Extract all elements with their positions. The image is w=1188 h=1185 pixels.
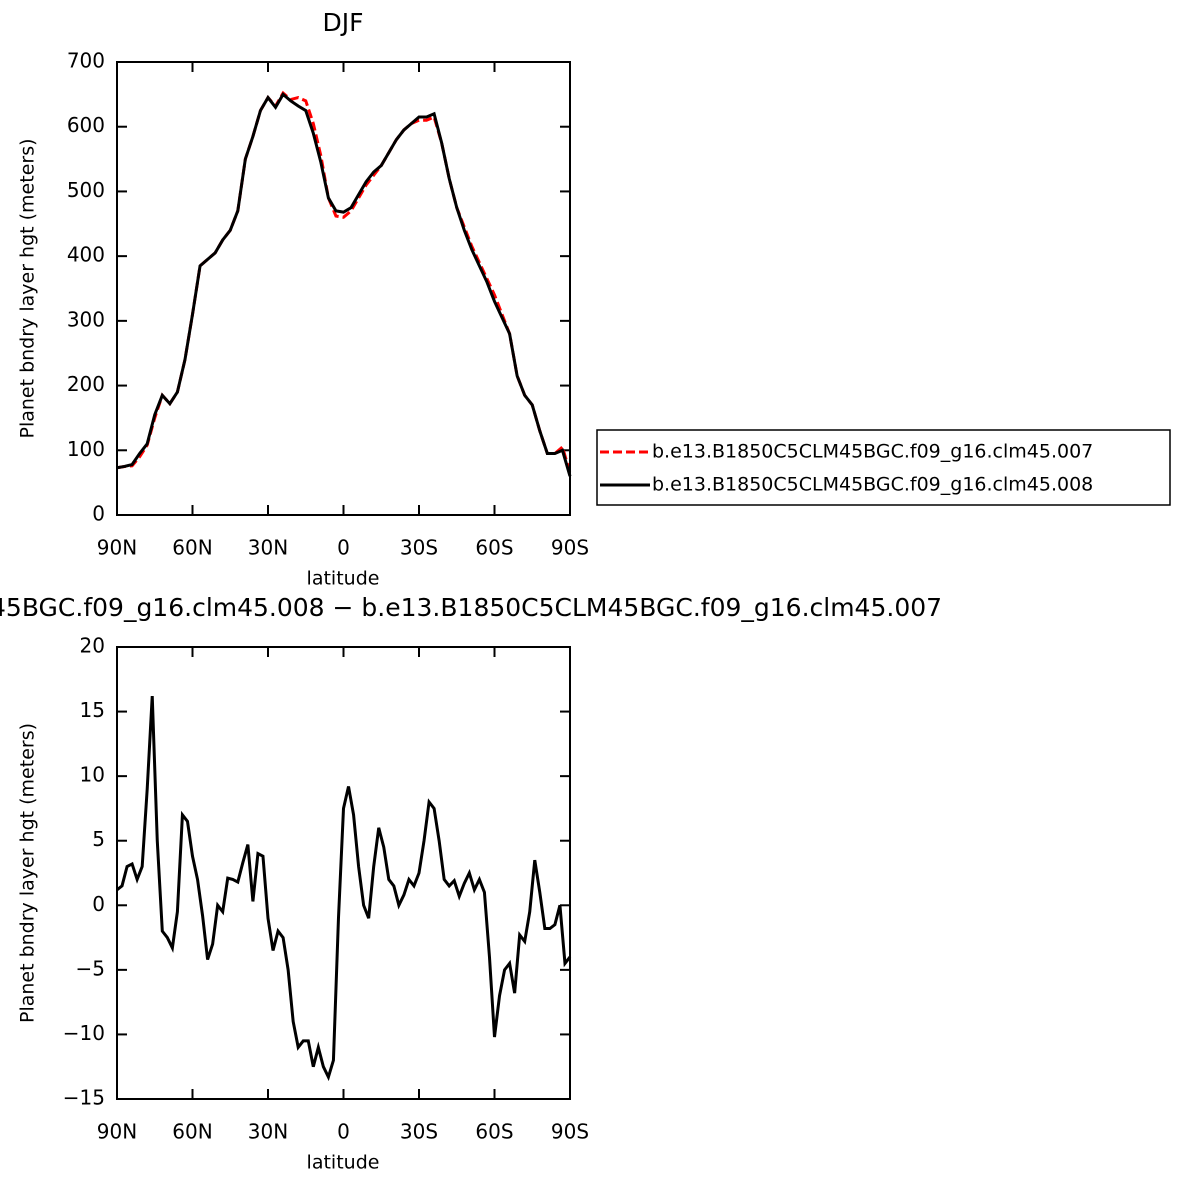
y-axis-label: Planet bndry layer hgt (meters) bbox=[17, 138, 39, 438]
legend-label: b.e13.B1850C5CLM45BGC.f09_g16.clm45.008 bbox=[652, 474, 1093, 496]
chart-title: DJF bbox=[322, 8, 363, 37]
x-tick-label: 0 bbox=[337, 536, 350, 560]
y-tick-label: 600 bbox=[67, 113, 105, 137]
y-tick-label: 5 bbox=[92, 827, 105, 851]
x-tick-label: 60N bbox=[172, 536, 212, 560]
x-tick-label: 90S bbox=[551, 1120, 589, 1144]
series-line bbox=[116, 695, 572, 1082]
x-tick-label: 60S bbox=[475, 536, 513, 560]
y-tick-label: 20 bbox=[80, 634, 105, 658]
x-tick-label: 30S bbox=[400, 1120, 438, 1144]
y-tick-label: 200 bbox=[67, 372, 105, 396]
x-tick-label: 90S bbox=[551, 536, 589, 560]
y-tick-label: 300 bbox=[67, 307, 105, 331]
plot-frame bbox=[116, 646, 571, 1100]
y-tick-label: 0 bbox=[92, 892, 105, 916]
plot-frame bbox=[116, 61, 571, 516]
y-tick-label: 700 bbox=[67, 49, 105, 73]
x-tick-label: 60S bbox=[475, 1120, 513, 1144]
x-tick-label: 60N bbox=[172, 1120, 212, 1144]
y-tick-label: 400 bbox=[67, 243, 105, 267]
x-axis-label: latitude bbox=[307, 1152, 380, 1174]
x-tick-label: 90N bbox=[97, 1120, 137, 1144]
y-tick-label: 100 bbox=[67, 437, 105, 461]
y-tick-label: 10 bbox=[80, 763, 105, 787]
x-axis-label: latitude bbox=[307, 568, 380, 590]
y-axis-label: Planet bndry layer hgt (meters) bbox=[17, 723, 39, 1023]
y-tick-label: −10 bbox=[63, 1021, 105, 1045]
x-tick-label: 30S bbox=[400, 536, 438, 560]
chart-title: b.e13.B1850C5CLM45BGC.f09_g16.clm45.008 … bbox=[0, 593, 942, 622]
y-tick-label: 15 bbox=[80, 698, 105, 722]
legend-label: b.e13.B1850C5CLM45BGC.f09_g16.clm45.007 bbox=[652, 441, 1093, 463]
y-tick-label: −5 bbox=[76, 956, 105, 980]
series-line bbox=[116, 90, 572, 474]
series-line bbox=[116, 92, 572, 477]
x-tick-label: 30N bbox=[248, 536, 288, 560]
legend-box bbox=[596, 429, 1171, 506]
y-tick-label: 0 bbox=[92, 502, 105, 526]
x-tick-label: 0 bbox=[337, 1120, 350, 1144]
y-tick-label: −15 bbox=[63, 1086, 105, 1110]
x-tick-label: 30N bbox=[248, 1120, 288, 1144]
x-tick-label: 90N bbox=[97, 536, 137, 560]
y-tick-label: 500 bbox=[67, 178, 105, 202]
